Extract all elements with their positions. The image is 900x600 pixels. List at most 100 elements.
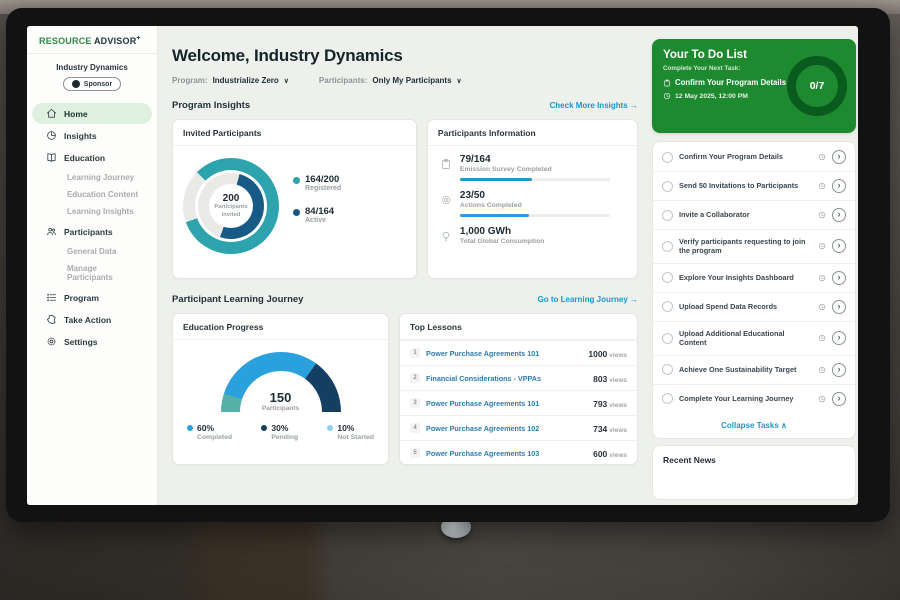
task-checkbox[interactable] (662, 393, 673, 405)
sidebar-item-label: Settings (64, 336, 98, 347)
app-logo: RESOURCE ADVISOR+ (27, 26, 157, 54)
chevron-glyph: › (837, 392, 841, 403)
task-checkbox[interactable] (662, 301, 673, 313)
task-row-explore-insights[interactable]: Explore Your Insights Dashboard › (653, 264, 855, 293)
journey-cards-row: Education Progress 150 Participants 60% … (172, 313, 638, 465)
sidebar-item-insights[interactable]: Insights (32, 125, 152, 146)
clipboard-icon (664, 79, 670, 86)
clock-icon (818, 182, 826, 190)
task-label: Send 50 Invitations to Participants (679, 181, 799, 191)
legend-item-completed: 60% Completed (187, 423, 232, 441)
sidebar-item-program[interactable]: Program (32, 287, 152, 308)
link-label: Check More Insights (549, 101, 628, 110)
lesson-title-link[interactable]: Power Purchase Agreements 103 (426, 448, 540, 458)
sidebar-item-manage-participants[interactable]: Manage Participants (32, 260, 152, 286)
arrow-right-icon: → (630, 101, 638, 110)
task-checkbox[interactable] (662, 364, 673, 376)
chevron-right-icon[interactable]: › (832, 150, 846, 164)
legend-label: Active (305, 217, 327, 224)
task-row-upload-educational-content[interactable]: Upload Additional Educational Content › (653, 322, 855, 356)
stat-global-consumption: 1,000 GWh Total Global Consumption (440, 226, 625, 245)
task-checkbox[interactable] (662, 151, 673, 163)
task-label: Complete Your Learning Journey (679, 394, 794, 404)
sidebar-item-take-action[interactable]: Take Action (32, 309, 152, 330)
card-title: Education Progress (173, 314, 389, 340)
section-title: Participant Learning Journey (172, 294, 304, 305)
task-row-confirm-program[interactable]: Confirm Your Program Details › (653, 143, 855, 172)
clock-icon (663, 92, 671, 100)
gear-icon (47, 337, 56, 346)
lesson-title-link[interactable]: Power Purchase Agreements 101 (426, 348, 540, 358)
task-checkbox[interactable] (662, 272, 673, 284)
donut-center-label: Participants Invited (214, 203, 248, 218)
chevron-right-icon[interactable]: › (832, 179, 846, 193)
task-row-invite-collaborator[interactable]: Invite a Collaborator › (653, 201, 855, 230)
check-more-insights-link[interactable]: Check More Insights → (550, 101, 638, 110)
clock-icon (818, 243, 826, 250)
sidebar-program-name: Industry Dynamics (56, 63, 128, 72)
clock-icon (818, 395, 826, 403)
sidebar-item-label: Manage Participants (67, 264, 113, 282)
invited-legend: 164/200 Registered 84/164 Active (293, 174, 341, 254)
task-label: Explore Your Insights Dashboard (679, 273, 794, 283)
participants-dropdown[interactable]: Participants: Only My Participants ∨ (319, 76, 462, 85)
people-icon (47, 227, 56, 236)
chevron-right-icon[interactable]: › (832, 270, 846, 285)
todo-progress-ring: 0/7 (787, 56, 847, 116)
chevron-right-icon[interactable]: › (832, 391, 846, 406)
lesson-views: 734 (593, 424, 608, 434)
sidebar-item-label: Participants (64, 226, 113, 237)
sponsor-icon (71, 80, 80, 88)
book-icon (47, 153, 56, 162)
todo-datetime: 12 May 2025, 12:00 PM (663, 92, 845, 100)
progress-fill (459, 214, 529, 217)
chevron-right-icon[interactable]: › (832, 208, 846, 222)
stat-value: 1,000 GWh (459, 226, 512, 237)
lesson-title-link[interactable]: Financial Considerations - VPPAs (426, 373, 541, 383)
sidebar-item-learning-journey[interactable]: Learning Journey (32, 169, 152, 186)
sidebar-item-home[interactable]: Home (32, 103, 152, 124)
task-row-verify-participants[interactable]: Verify participants requesting to join t… (653, 230, 855, 264)
lesson-views-label: views (609, 427, 627, 434)
monitor-bezel: RESOURCE ADVISOR+ Industry Dynamics Spon… (6, 8, 890, 522)
lesson-title-link[interactable]: Power Purchase Agreements 102 (426, 423, 540, 433)
home-icon (46, 108, 57, 118)
invited-donut-inner: 200 Participants Invited (198, 173, 264, 239)
chevron-right-icon[interactable]: › (832, 362, 846, 377)
lesson-row: 4 Power Purchase Agreements 102 734 views (400, 415, 637, 440)
program-dropdown[interactable]: Program: Industrialize Zero ∨ (172, 76, 289, 85)
task-checkbox[interactable] (662, 180, 673, 192)
sidebar-item-education[interactable]: Education (32, 147, 152, 168)
task-label: Upload Spend Data Records (679, 302, 778, 312)
task-checkbox[interactable] (662, 209, 673, 221)
sidebar-item-learning-insights[interactable]: Learning Insights (32, 203, 152, 220)
task-row-send-invitations[interactable]: Send 50 Invitations to Participants › (653, 172, 855, 201)
sidebar-item-label: Education (64, 152, 106, 163)
go-to-learning-journey-link[interactable]: Go to Learning Journey → (538, 295, 638, 304)
lesson-rank: 2 (410, 373, 421, 383)
task-row-upload-spend-data[interactable]: Upload Spend Data Records › (653, 293, 855, 322)
task-checkbox[interactable] (662, 240, 673, 252)
chevron-right-icon[interactable]: › (832, 299, 846, 314)
task-row-sustainability-target[interactable]: Achieve One Sustainability Target › (653, 356, 855, 385)
chevron-right-icon[interactable]: › (832, 239, 846, 254)
task-checkbox[interactable] (662, 332, 673, 344)
filters-row: Program: Industrialize Zero ∨ Participan… (172, 76, 638, 85)
sidebar-item-label: Home (64, 108, 88, 119)
chevron-glyph: › (837, 332, 841, 343)
insights-pie-icon (47, 131, 56, 140)
logo-advisor: ADVISOR (93, 36, 137, 46)
legend-dot (327, 425, 334, 431)
todo-title: Your To Do List (663, 49, 747, 61)
chevron-glyph: › (837, 363, 841, 374)
chevron-right-icon[interactable]: › (832, 331, 846, 346)
sidebar-item-settings[interactable]: Settings (32, 331, 152, 352)
collapse-tasks-link[interactable]: Collapse Tasks ∧ (653, 413, 855, 437)
task-row-complete-learning-journey[interactable]: Complete Your Learning Journey › (653, 385, 855, 413)
lesson-title-link[interactable]: Power Purchase Agreements 101 (426, 398, 540, 408)
sidebar-item-education-content[interactable]: Education Content (32, 186, 152, 203)
legend-dot (293, 177, 300, 184)
sidebar-item-general-data[interactable]: General Data (32, 243, 152, 260)
sidebar-item-participants[interactable]: Participants (32, 221, 152, 242)
program-value: Industrialize Zero (212, 76, 279, 85)
